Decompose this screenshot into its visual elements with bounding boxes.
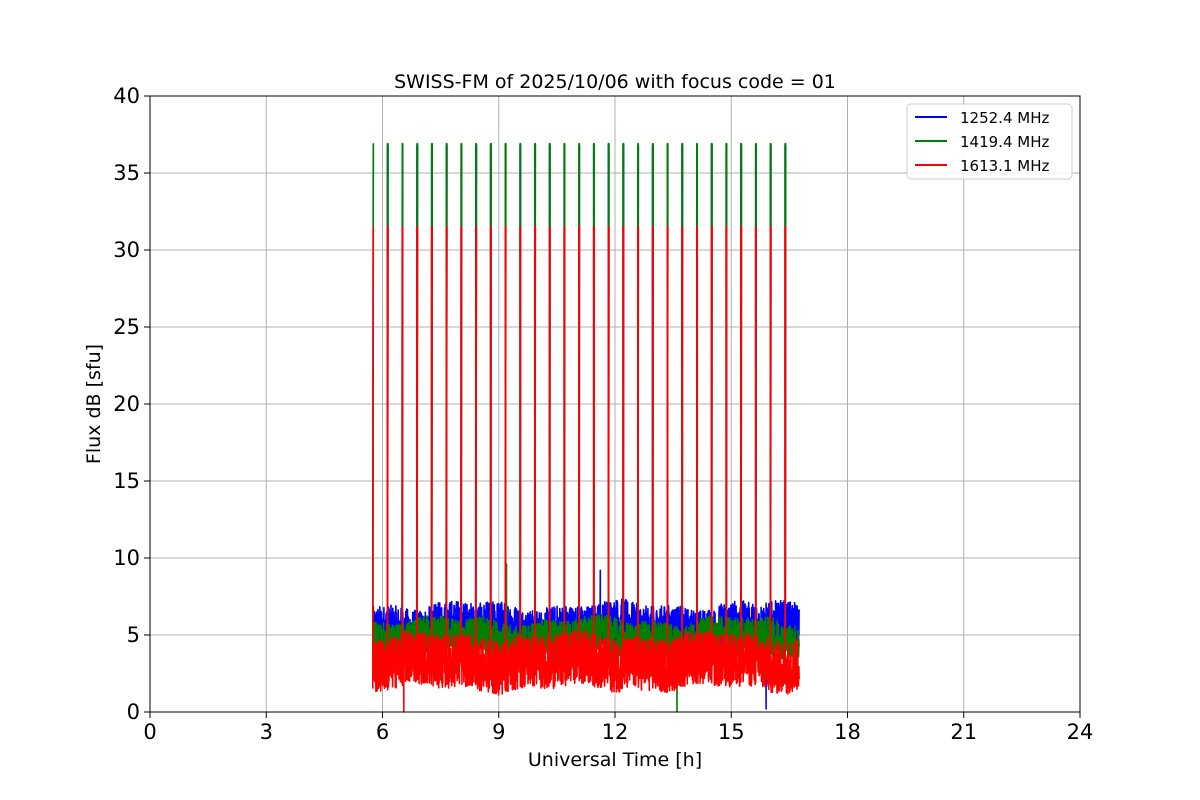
y-tick-label: 25 [113, 315, 140, 339]
y-tick-label: 15 [113, 469, 140, 493]
series-line-1419-4-mhz [372, 142, 800, 713]
y-tick-label: 0 [127, 700, 140, 724]
legend-box [906, 103, 1073, 180]
legend-label: 1613.1 MHz [960, 157, 1049, 175]
x-tick-label: 24 [1067, 720, 1094, 744]
y-tick-label: 30 [113, 238, 140, 262]
x-tick-label: 15 [718, 720, 745, 744]
y-tick-label: 10 [113, 546, 140, 570]
y-tick-label: 20 [113, 392, 140, 416]
y-tick-label: 40 [113, 84, 140, 108]
x-tick-label: 0 [143, 720, 156, 744]
y-axis-label: Flux dB [sfu] [83, 344, 105, 464]
x-tick-label: 3 [260, 720, 273, 744]
x-tick-label: 9 [492, 720, 505, 744]
x-axis-label: Universal Time [h] [528, 749, 702, 771]
legend-label: 1419.4 MHz [960, 133, 1049, 151]
chart-title: SWISS-FM of 2025/10/06 with focus code =… [394, 71, 836, 93]
x-tick-label: 21 [950, 720, 977, 744]
legend: 1252.4 MHz 1419.4 MHz 1613.1 MHz [906, 103, 1073, 180]
y-tick-label: 35 [113, 161, 140, 185]
x-tick-label: 12 [602, 720, 629, 744]
series-layer [372, 142, 800, 713]
legend-label: 1252.4 MHz [960, 109, 1049, 127]
series-line-1613-1-mhz [372, 226, 800, 713]
y-tick-label: 5 [127, 623, 140, 647]
x-tick-label: 6 [376, 720, 389, 744]
x-tick-label: 18 [834, 720, 861, 744]
axis-ticks: 0 3 6 9 12 15 18 21 24 0 5 10 15 20 25 30 35 40 [113, 84, 1093, 744]
